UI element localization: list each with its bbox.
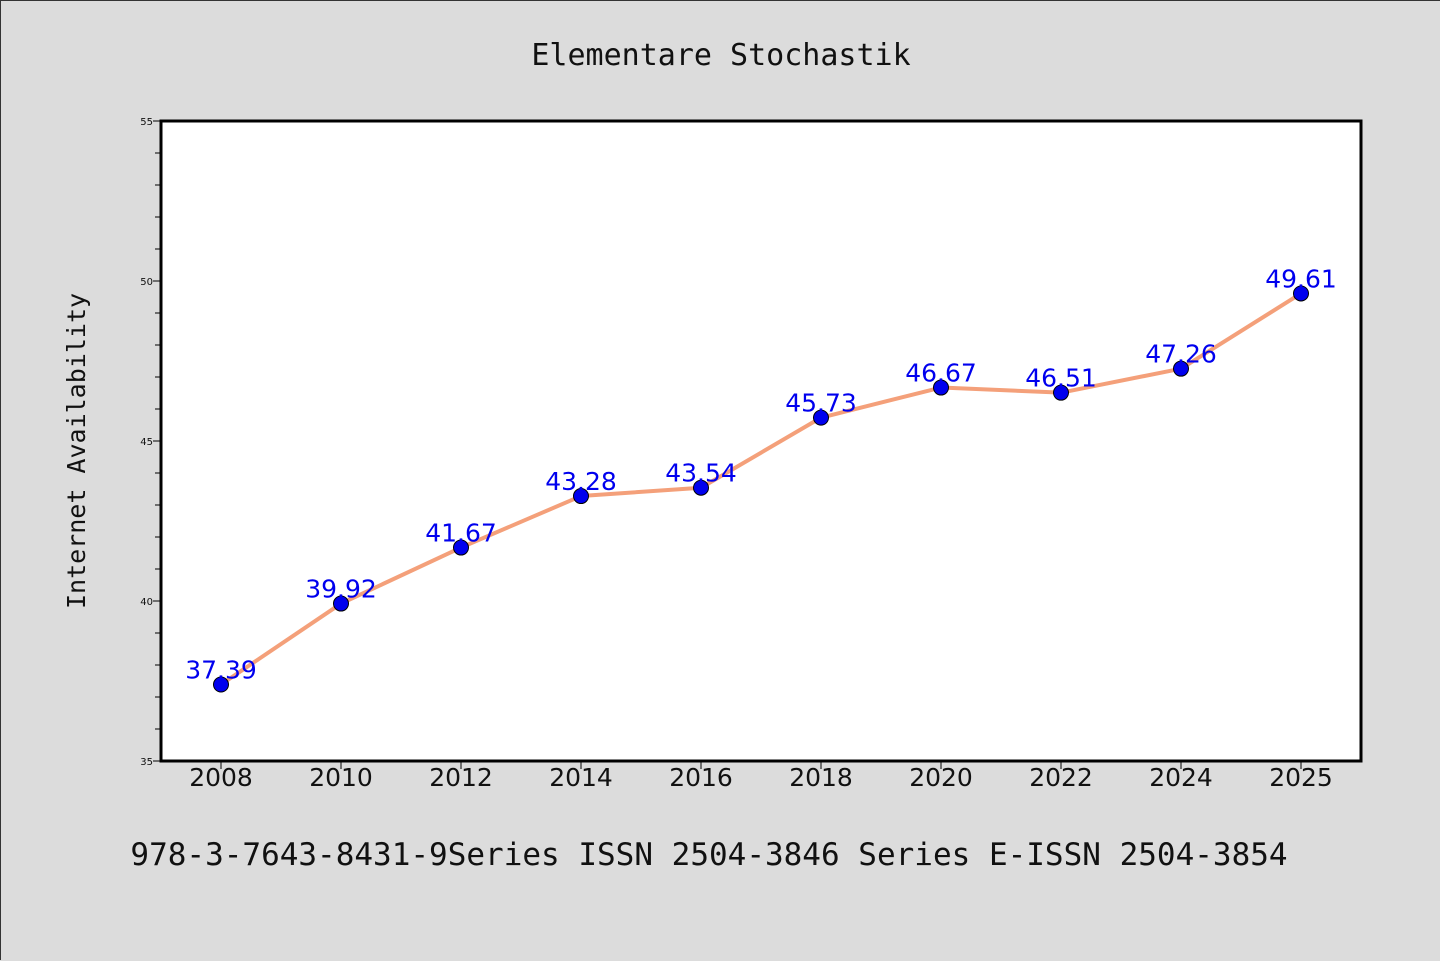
data-point — [1173, 360, 1189, 377]
data-labels: 37.39 39.92 41.67 43.28 43.54 45.73 46.67 46.51… — [185, 264, 1337, 684]
y-axis: 35 40 45 50 55 — [140, 117, 161, 768]
x-tick-label: 2010 — [309, 763, 373, 792]
data-point — [453, 539, 469, 556]
y-tick-label: 45 — [140, 437, 153, 448]
footer-text: 978-3-7643-8431-9Series ISSN 2504-3846 S… — [130, 837, 1287, 873]
y-tick-label: 40 — [140, 597, 153, 608]
data-label: 37.39 — [185, 656, 257, 685]
chart-title: Elementare Stochastik — [531, 38, 910, 73]
data-label: 41.67 — [425, 519, 497, 548]
data-point — [693, 479, 709, 496]
x-tick-label: 2008 — [189, 763, 253, 792]
y-tick-label: 35 — [140, 757, 153, 768]
x-tick-label: 2020 — [909, 763, 973, 792]
x-axis: 2008 2010 2012 2014 2016 2018 2020 2022 2024 2025 — [189, 761, 1333, 792]
data-label: 45.73 — [785, 389, 857, 418]
data-point — [1293, 285, 1309, 302]
y-tick-label: 55 — [140, 117, 153, 128]
data-point — [933, 379, 949, 396]
x-tick-label: 2018 — [789, 763, 853, 792]
data-label: 46.67 — [905, 359, 977, 388]
data-point — [333, 595, 349, 612]
x-tick-label: 2012 — [429, 763, 493, 792]
data-label: 46.51 — [1025, 364, 1097, 393]
data-label: 47.26 — [1145, 340, 1217, 369]
plot-area — [159, 119, 1363, 763]
data-point — [1053, 384, 1069, 401]
series-markers — [213, 285, 1309, 693]
data-point — [573, 488, 589, 505]
data-label: 49.61 — [1265, 264, 1337, 293]
x-tick-label: 2025 — [1269, 763, 1333, 792]
x-tick-label: 2024 — [1149, 763, 1213, 792]
data-label: 43.28 — [545, 467, 617, 496]
y-tick-label: 50 — [140, 277, 153, 288]
x-tick-label: 2014 — [549, 763, 613, 792]
data-point — [213, 676, 229, 693]
data-point — [813, 409, 829, 426]
data-label: 39.92 — [305, 575, 377, 604]
series-line — [219, 291, 1303, 687]
data-label: 43.54 — [665, 459, 737, 488]
y-axis-label: Internet Availability — [62, 293, 91, 609]
x-tick-label: 2022 — [1029, 763, 1093, 792]
x-tick-label: 2016 — [669, 763, 733, 792]
